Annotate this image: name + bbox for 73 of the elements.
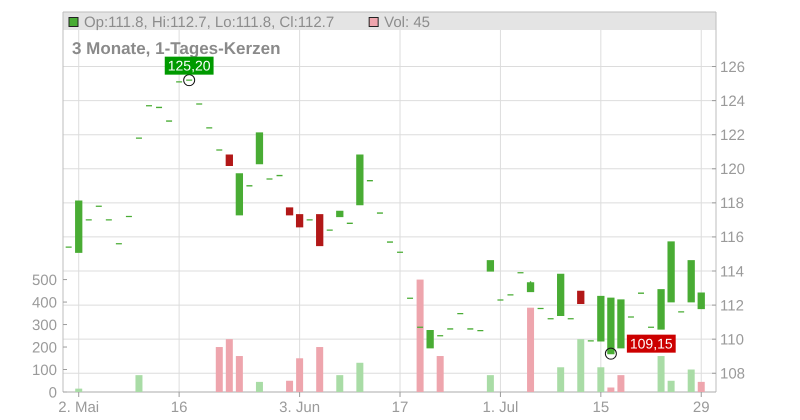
x-tick-label: 16 (170, 399, 188, 416)
bar (607, 388, 614, 392)
y2-tick-label: 300 (32, 316, 57, 334)
y-tick-label: 120 (720, 161, 746, 178)
x-tick-label: 3. Jun (279, 399, 320, 416)
bar (658, 356, 665, 392)
candlestick (667, 241, 675, 302)
bar (75, 388, 82, 392)
candlestick (256, 132, 264, 164)
candlestick (597, 296, 604, 342)
candlestick (316, 214, 324, 246)
x-tick-label: 17 (392, 399, 408, 416)
candlestick (698, 292, 705, 310)
y-tick-label: 108 (720, 366, 746, 383)
bar (527, 308, 534, 392)
y2-tick-label: 400 (32, 294, 57, 312)
bar (236, 356, 243, 392)
candlestick (688, 260, 695, 302)
bar (577, 339, 584, 392)
bar (416, 280, 424, 392)
x-tick-label: 2. Mai (58, 399, 100, 416)
y2-tick-label: 500 (32, 272, 57, 289)
bar (597, 367, 604, 392)
y-tick-label: 116 (720, 229, 744, 246)
candlestick (526, 280, 534, 292)
candlestick (426, 330, 434, 348)
bar (356, 362, 364, 392)
candlestick (286, 207, 294, 216)
bar (296, 358, 304, 392)
candlestick (557, 274, 564, 316)
candlestick (296, 214, 304, 228)
y2-tick-label: 100 (32, 362, 57, 379)
y-tick-label: 118 (720, 195, 744, 212)
bar (226, 339, 233, 392)
bar (617, 375, 624, 392)
candlestick (356, 154, 364, 206)
bar (256, 382, 263, 392)
candlestick (226, 154, 233, 166)
bar (486, 375, 494, 392)
x-tick-label: 29 (692, 399, 710, 416)
bar (436, 356, 444, 392)
y-tick-label: 110 (720, 331, 744, 348)
annotation: 125,20 (168, 58, 211, 74)
x-tick-label: 1. Jul (482, 399, 518, 416)
legend-label: Vol: 45 (384, 14, 430, 31)
candlestick (336, 210, 344, 218)
y-tick-label: 112 (720, 297, 744, 314)
candlestick (75, 200, 82, 253)
y-tick-label: 114 (720, 263, 744, 280)
bar (557, 367, 564, 392)
bar (286, 380, 294, 392)
text: 3 Monate, 1-Tages-Kerzen (72, 39, 280, 58)
bar (316, 347, 324, 392)
bar (668, 380, 675, 392)
y2-tick-label: 0 (48, 384, 57, 402)
bar (688, 370, 695, 392)
y-tick-label: 126 (720, 58, 746, 76)
y-tick-label: 122 (720, 126, 746, 144)
bar (336, 375, 344, 392)
candlestick (236, 173, 244, 216)
annotation: 109,15 (630, 336, 673, 352)
candlestick (607, 298, 615, 354)
candlestick (617, 299, 625, 348)
y2-tick-label: 200 (32, 339, 57, 356)
x-tick-label: 15 (592, 399, 610, 416)
candlestick (577, 290, 584, 304)
candlestick (657, 289, 665, 330)
bar (135, 375, 142, 392)
candlestick (486, 260, 494, 272)
legend-label: Op:111.8, Hi:112.7, Lo:111.8, Cl:112.7 (84, 14, 334, 31)
y-tick-label: 124 (720, 92, 746, 110)
bar (698, 382, 705, 392)
bar (216, 347, 223, 392)
